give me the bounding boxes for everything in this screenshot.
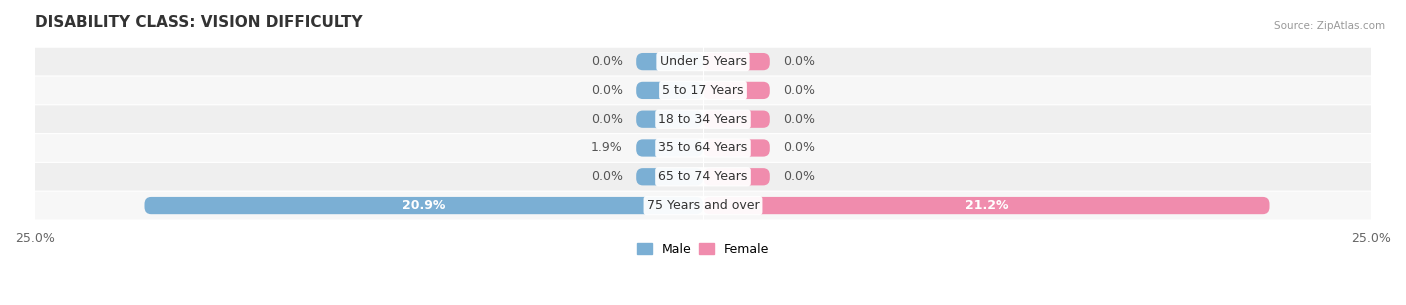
Text: 0.0%: 0.0% bbox=[783, 142, 815, 154]
FancyBboxPatch shape bbox=[636, 82, 703, 99]
FancyBboxPatch shape bbox=[21, 48, 1385, 75]
Text: 35 to 64 Years: 35 to 64 Years bbox=[658, 142, 748, 154]
Text: 0.0%: 0.0% bbox=[783, 170, 815, 183]
FancyBboxPatch shape bbox=[145, 197, 703, 214]
FancyBboxPatch shape bbox=[636, 168, 703, 185]
FancyBboxPatch shape bbox=[703, 168, 770, 185]
FancyBboxPatch shape bbox=[703, 197, 1270, 214]
Text: 0.0%: 0.0% bbox=[783, 55, 815, 68]
Legend: Male, Female: Male, Female bbox=[631, 238, 775, 261]
FancyBboxPatch shape bbox=[21, 163, 1385, 191]
Text: Under 5 Years: Under 5 Years bbox=[659, 55, 747, 68]
Text: 0.0%: 0.0% bbox=[591, 170, 623, 183]
FancyBboxPatch shape bbox=[21, 105, 1385, 133]
Text: 0.0%: 0.0% bbox=[591, 55, 623, 68]
FancyBboxPatch shape bbox=[703, 82, 770, 99]
Text: 0.0%: 0.0% bbox=[591, 113, 623, 126]
Text: DISABILITY CLASS: VISION DIFFICULTY: DISABILITY CLASS: VISION DIFFICULTY bbox=[35, 15, 363, 30]
Text: 65 to 74 Years: 65 to 74 Years bbox=[658, 170, 748, 183]
FancyBboxPatch shape bbox=[21, 192, 1385, 219]
FancyBboxPatch shape bbox=[636, 139, 703, 156]
Text: 20.9%: 20.9% bbox=[402, 199, 446, 212]
Text: 21.2%: 21.2% bbox=[965, 199, 1008, 212]
Text: 0.0%: 0.0% bbox=[783, 84, 815, 97]
Text: 0.0%: 0.0% bbox=[591, 84, 623, 97]
Text: 5 to 17 Years: 5 to 17 Years bbox=[662, 84, 744, 97]
FancyBboxPatch shape bbox=[703, 53, 770, 70]
FancyBboxPatch shape bbox=[636, 53, 703, 70]
FancyBboxPatch shape bbox=[21, 77, 1385, 104]
FancyBboxPatch shape bbox=[21, 134, 1385, 162]
Text: 0.0%: 0.0% bbox=[783, 113, 815, 126]
FancyBboxPatch shape bbox=[636, 110, 703, 128]
FancyBboxPatch shape bbox=[703, 110, 770, 128]
Text: 18 to 34 Years: 18 to 34 Years bbox=[658, 113, 748, 126]
FancyBboxPatch shape bbox=[703, 139, 770, 156]
Text: 1.9%: 1.9% bbox=[591, 142, 623, 154]
Text: Source: ZipAtlas.com: Source: ZipAtlas.com bbox=[1274, 21, 1385, 31]
Text: 75 Years and over: 75 Years and over bbox=[647, 199, 759, 212]
